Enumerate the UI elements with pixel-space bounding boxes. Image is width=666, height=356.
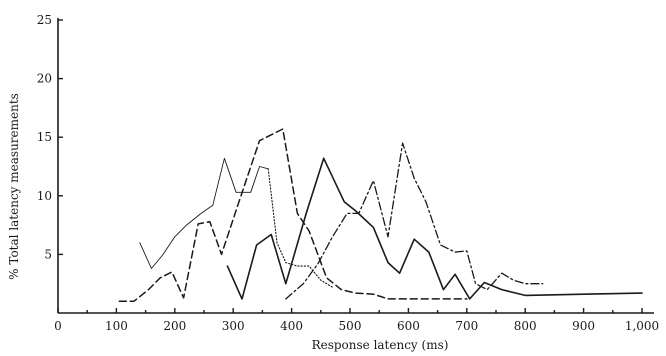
x-tick-label: 1,000	[625, 319, 659, 333]
y-tick-label: 15	[37, 130, 52, 144]
y-axis-ticks: 5 10 15 20 25	[37, 13, 63, 261]
x-axis-title: Response latency (ms)	[312, 338, 449, 352]
x-tick-label: 400	[280, 319, 303, 333]
x-tick-label: 600	[397, 319, 420, 333]
y-tick-label: 20	[37, 72, 52, 86]
series-layer	[118, 128, 643, 303]
series-line-dash-dot	[285, 142, 544, 300]
series-line-thin-solid	[139, 157, 269, 269]
x-tick-label: 500	[339, 319, 362, 333]
x-tick-label: 700	[455, 319, 478, 333]
y-tick-label: 10	[37, 189, 52, 203]
series-line-dashed	[118, 128, 468, 303]
y-axis-title: % Total latency measurements	[7, 93, 21, 280]
y-tick-label: 5	[44, 247, 52, 261]
x-tick-label: 100	[105, 319, 128, 333]
x-tick-label: 800	[514, 319, 537, 333]
x-tick-label: 200	[163, 319, 186, 333]
x-axis-ticks: 0 100 200 300 400 500 600 700 800 900 1,000	[54, 308, 659, 333]
x-tick-label: 300	[222, 319, 245, 333]
series-line-solid	[226, 157, 643, 300]
x-tick-label: 0	[54, 319, 62, 333]
y-tick-label: 25	[37, 13, 52, 27]
axes-layer	[57, 18, 654, 314]
x-tick-label: 900	[572, 319, 595, 333]
series-line-dotted	[267, 168, 334, 288]
